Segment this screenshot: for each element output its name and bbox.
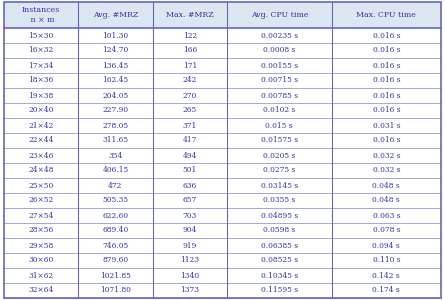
Text: 0.016 s: 0.016 s: [372, 32, 400, 40]
Text: 0.032 s: 0.032 s: [372, 167, 400, 175]
Text: 24×48: 24×48: [28, 167, 54, 175]
Text: 0.032 s: 0.032 s: [372, 152, 400, 160]
Text: Avg. #MRZ: Avg. #MRZ: [93, 11, 138, 19]
Text: 265: 265: [182, 106, 197, 115]
Text: 124.70: 124.70: [102, 46, 129, 55]
Text: 31×62: 31×62: [28, 272, 54, 280]
Text: 0.016 s: 0.016 s: [372, 106, 400, 115]
Text: 204.05: 204.05: [102, 92, 129, 100]
Text: 0.04895 s: 0.04895 s: [261, 212, 298, 220]
Text: 354: 354: [108, 152, 123, 160]
Text: 27×54: 27×54: [28, 212, 54, 220]
Text: 0.00715 s: 0.00715 s: [261, 76, 298, 85]
Text: 0.0008 s: 0.0008 s: [263, 46, 295, 55]
Text: 0.0102 s: 0.0102 s: [263, 106, 295, 115]
Text: 0.063 s: 0.063 s: [372, 212, 400, 220]
Text: 0.08525 s: 0.08525 s: [261, 256, 298, 265]
Text: 270: 270: [182, 92, 197, 100]
Text: 472: 472: [108, 182, 123, 190]
Text: 0.015 s: 0.015 s: [266, 122, 293, 130]
Text: 0.11595 s: 0.11595 s: [261, 286, 298, 295]
Text: 0.0205 s: 0.0205 s: [263, 152, 295, 160]
Text: 18×36: 18×36: [28, 76, 54, 85]
Text: 703: 703: [182, 212, 197, 220]
Text: 19×38: 19×38: [28, 92, 54, 100]
Text: 879.60: 879.60: [102, 256, 129, 265]
Text: 0.094 s: 0.094 s: [372, 242, 400, 250]
Text: 162.45: 162.45: [102, 76, 129, 85]
Text: 15×30: 15×30: [28, 32, 54, 40]
Text: 29×58: 29×58: [28, 242, 54, 250]
Text: 0.016 s: 0.016 s: [372, 76, 400, 85]
Text: 0.06385 s: 0.06385 s: [261, 242, 298, 250]
Text: 904: 904: [182, 226, 197, 235]
Text: 278.05: 278.05: [102, 122, 129, 130]
Text: 32×64: 32×64: [28, 286, 54, 295]
Text: 0.0275 s: 0.0275 s: [263, 167, 295, 175]
Text: 0.142 s: 0.142 s: [372, 272, 400, 280]
Text: 417: 417: [182, 136, 197, 145]
Text: 311.65: 311.65: [102, 136, 129, 145]
Text: Avg. CPU time: Avg. CPU time: [251, 11, 308, 19]
Text: 622.60: 622.60: [102, 212, 129, 220]
Text: 20×40: 20×40: [28, 106, 54, 115]
Text: 0.048 s: 0.048 s: [372, 196, 400, 205]
Text: 136.45: 136.45: [102, 61, 129, 70]
Text: 406.15: 406.15: [102, 167, 129, 175]
Text: 166: 166: [182, 46, 197, 55]
Text: 171: 171: [182, 61, 197, 70]
Text: 0.078 s: 0.078 s: [372, 226, 400, 235]
Text: 22×44: 22×44: [28, 136, 54, 145]
Text: 0.031 s: 0.031 s: [372, 122, 400, 130]
Text: 0.00155 s: 0.00155 s: [261, 61, 298, 70]
Text: 1071.80: 1071.80: [100, 286, 131, 295]
Text: 0.00785 s: 0.00785 s: [261, 92, 298, 100]
Text: Instances
 n × m: Instances n × m: [22, 6, 60, 24]
Text: 0.00235 s: 0.00235 s: [261, 32, 298, 40]
Text: 23×46: 23×46: [28, 152, 54, 160]
Text: 0.0598 s: 0.0598 s: [263, 226, 295, 235]
Text: 28×56: 28×56: [28, 226, 54, 235]
Text: 657: 657: [182, 196, 197, 205]
Text: 919: 919: [182, 242, 197, 250]
Text: 0.048 s: 0.048 s: [372, 182, 400, 190]
Text: 636: 636: [182, 182, 197, 190]
Text: 242: 242: [182, 76, 197, 85]
Text: 1340: 1340: [180, 272, 199, 280]
Text: 501: 501: [182, 167, 197, 175]
Text: 25×50: 25×50: [28, 182, 54, 190]
Text: 1373: 1373: [180, 286, 199, 295]
Text: 0.0355 s: 0.0355 s: [263, 196, 295, 205]
Text: Max. #MRZ: Max. #MRZ: [166, 11, 214, 19]
Text: 16×32: 16×32: [28, 46, 54, 55]
Text: 0.016 s: 0.016 s: [372, 46, 400, 55]
Text: 21×42: 21×42: [28, 122, 54, 130]
Text: 0.01575 s: 0.01575 s: [261, 136, 298, 145]
Text: 0.016 s: 0.016 s: [372, 61, 400, 70]
Text: 30×60: 30×60: [28, 256, 54, 265]
Text: 17×34: 17×34: [28, 61, 54, 70]
Text: 1021.85: 1021.85: [100, 272, 131, 280]
Text: 0.10345 s: 0.10345 s: [261, 272, 298, 280]
Text: 0.016 s: 0.016 s: [372, 136, 400, 145]
Text: 0.174 s: 0.174 s: [372, 286, 400, 295]
Text: 0.110 s: 0.110 s: [372, 256, 400, 265]
Text: 0.016 s: 0.016 s: [372, 92, 400, 100]
Text: 26×52: 26×52: [28, 196, 54, 205]
Text: 689.40: 689.40: [102, 226, 129, 235]
Text: 371: 371: [182, 122, 197, 130]
Text: 746.05: 746.05: [102, 242, 129, 250]
Text: 101.30: 101.30: [102, 32, 129, 40]
Text: Max. CPU time: Max. CPU time: [356, 11, 417, 19]
Bar: [4, 2, 441, 28]
Text: 494: 494: [182, 152, 197, 160]
Text: 0.03145 s: 0.03145 s: [261, 182, 298, 190]
Text: 1123: 1123: [180, 256, 199, 265]
Text: 505.35: 505.35: [102, 196, 129, 205]
Text: 227.90: 227.90: [102, 106, 129, 115]
Text: 122: 122: [182, 32, 197, 40]
